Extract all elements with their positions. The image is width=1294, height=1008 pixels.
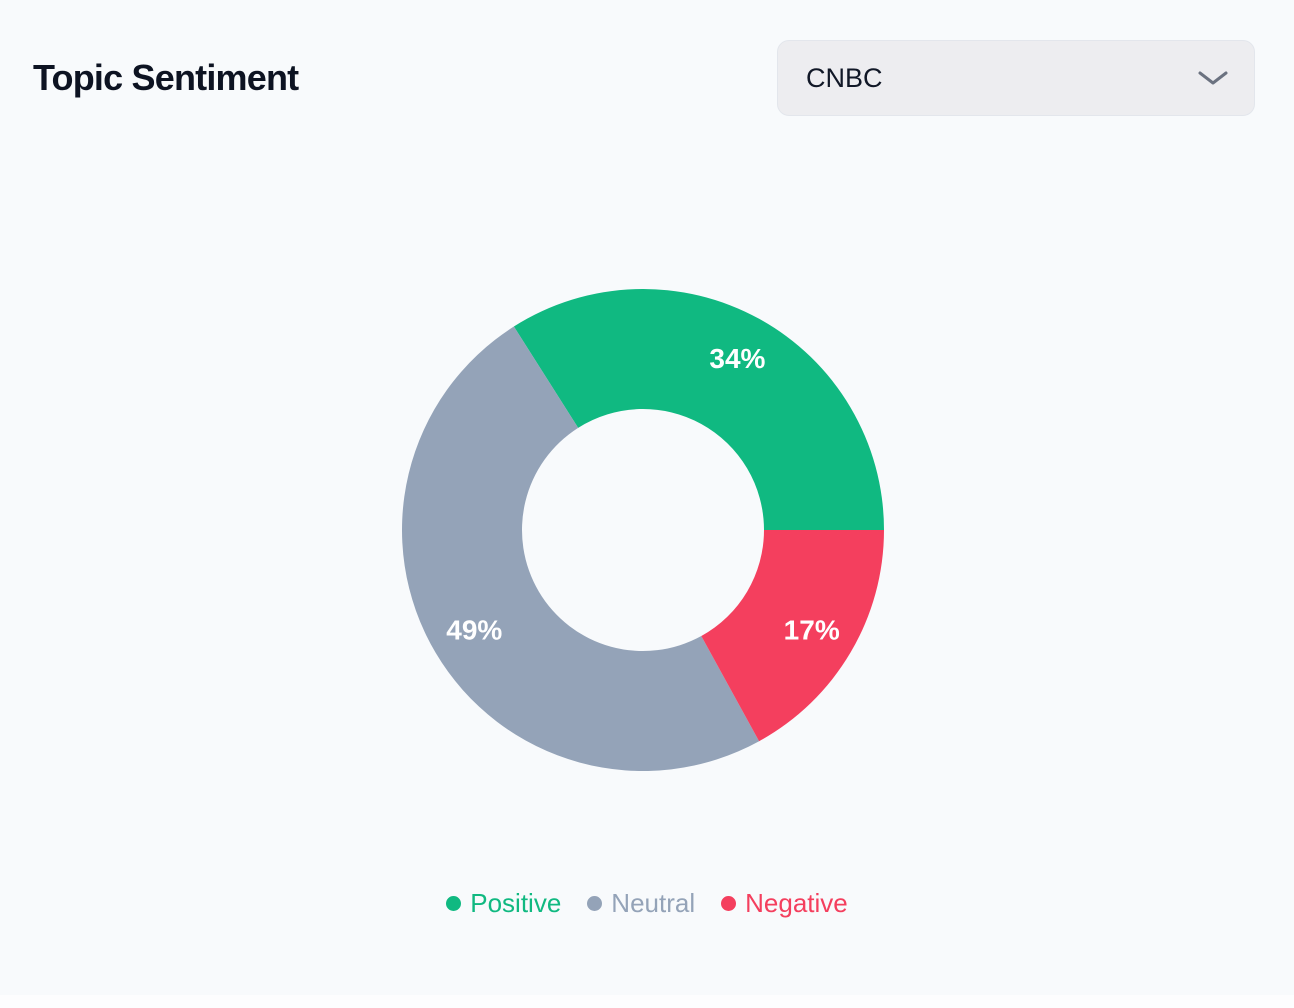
slice-label-negative: 17% (784, 615, 840, 646)
chart-legend: Positive Neutral Negative (0, 888, 1294, 919)
legend-item-positive[interactable]: Positive (446, 888, 561, 919)
donut-slice-positive[interactable] (513, 289, 884, 530)
donut-chart-svg: 34% 49% 17% (401, 289, 884, 772)
bottom-strip (0, 995, 1294, 1008)
slice-label-neutral: 49% (446, 615, 502, 646)
neutral-dot-icon (587, 896, 603, 911)
negative-dot-icon (721, 896, 737, 911)
legend-label-negative: Negative (745, 888, 848, 918)
page-title: Topic Sentiment (33, 57, 299, 98)
positive-dot-icon (446, 896, 462, 911)
legend-item-negative[interactable]: Negative (721, 888, 848, 919)
donut-slice-negative[interactable] (701, 530, 884, 742)
slice-label-positive: 34% (709, 343, 765, 374)
legend-label-positive: Positive (470, 888, 562, 918)
donut-slice-neutral[interactable] (401, 326, 760, 772)
legend-item-neutral[interactable]: Neutral (587, 888, 695, 919)
legend-label-neutral: Neutral (611, 888, 696, 918)
chevron-down-icon (1198, 71, 1228, 85)
source-select-value: CNBC (806, 62, 883, 93)
source-select[interactable]: CNBC (777, 40, 1255, 116)
panel-header: Topic Sentiment CNBC (33, 40, 1255, 116)
donut-chart: 34% 49% 17% (401, 289, 884, 772)
